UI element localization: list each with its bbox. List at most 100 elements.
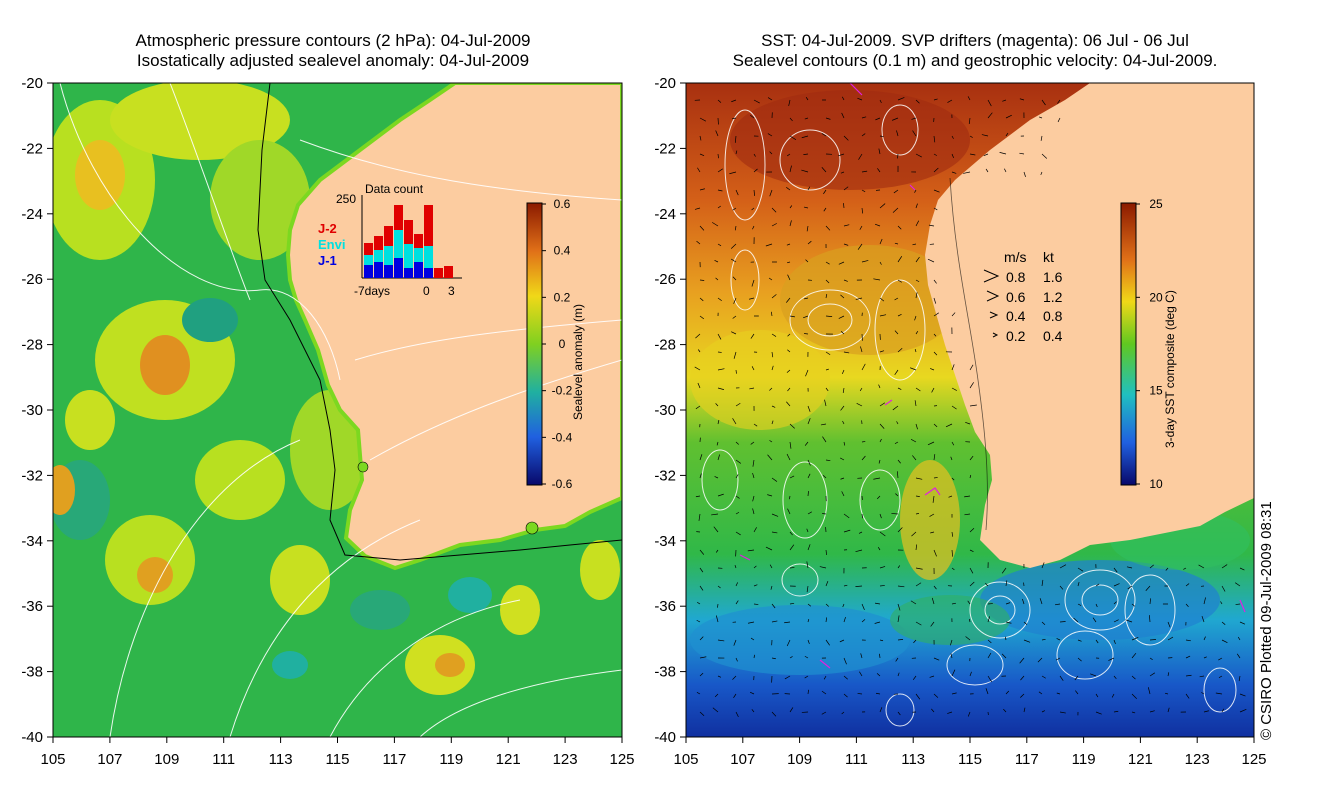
velocity-arrow: [789, 707, 794, 713]
velocity-arrow: [734, 564, 737, 569]
velocity-arrow: [1164, 692, 1169, 695]
velocity-arrow: [695, 333, 701, 339]
velocity-arrow: [752, 459, 755, 467]
velocity-arrow: [717, 368, 725, 371]
y-tick-label: -28: [654, 337, 676, 354]
velocity-arrow: [987, 99, 992, 107]
velocity-arrow: [801, 169, 809, 173]
velocity-arrow: [825, 279, 830, 284]
velocity-arrow: [1023, 707, 1026, 713]
velocity-arrow: [915, 477, 923, 480]
velocity-arrow: [822, 474, 827, 479]
velocity-arrow: [698, 513, 701, 521]
velocity-arrow: [821, 690, 827, 695]
colorbar-tick-label: 0.2: [554, 290, 571, 304]
velocity-arrow: [947, 99, 953, 103]
velocity-arrow: [1239, 693, 1246, 697]
velocity-arrow: [915, 203, 918, 209]
velocity-arrow: [861, 133, 866, 137]
velocity-arrow: [717, 153, 719, 159]
velocity-arrow: [1131, 675, 1136, 680]
velocity-arrow: [877, 547, 881, 551]
velocity-arrow: [1041, 710, 1046, 713]
velocity-arrow: [967, 96, 971, 101]
velocity-arrow: [789, 423, 795, 429]
velocity-arrow: [933, 585, 937, 590]
velocity-arrow: [1040, 171, 1043, 175]
velocity-arrow: [1095, 583, 1100, 587]
velocity-arrow: [731, 99, 737, 103]
velocity-arrow: [879, 639, 884, 642]
x-tick-label: 105: [40, 751, 65, 768]
right-panel-title: SST: 04-Jul-2009. SVP drifters (magenta)…: [630, 31, 1320, 71]
velocity-arrow: [861, 207, 864, 214]
velocity-arrow: [1005, 114, 1012, 119]
velocity-arrow: [893, 189, 899, 194]
inset-ymax-label: 250: [336, 192, 356, 206]
velocity-arrow: [951, 364, 955, 371]
velocity-arrow: [1113, 675, 1117, 680]
velocity-arrow: [752, 472, 755, 479]
velocity-arrow: [1038, 116, 1043, 119]
velocity-arrow: [915, 544, 918, 551]
velocity-arrow: [1059, 675, 1064, 681]
velocity-arrow: [894, 369, 899, 376]
velocity-arrow: [804, 655, 809, 659]
colorbar-tick-label: 0: [559, 337, 566, 351]
velocity-arrow: [699, 656, 707, 659]
velocity-arrow: [807, 639, 810, 644]
velocity-arrow: [715, 549, 719, 553]
velocity-arrow: [769, 189, 773, 197]
velocity-arrow: [806, 528, 809, 533]
sla-colorbar: 0.6 0.4 0.2 0 -0.2 -0.4 -0.6 Sealevel anomaly …: [526, 197, 585, 491]
velocity-arrow: [767, 97, 773, 101]
velocity-arrow: [951, 669, 956, 677]
velocity-arrow: [915, 256, 920, 263]
velocity-arrow: [786, 401, 791, 407]
y-tick-label: -20: [654, 75, 676, 92]
velocity-arrow: [1149, 710, 1155, 713]
velocity-arrow: [697, 349, 701, 353]
velocity-arrow: [855, 297, 863, 300]
velocity-arrow: [969, 455, 974, 461]
velocity-arrow: [876, 495, 881, 500]
velocity-arrow: [752, 495, 755, 502]
velocity-arrow: [712, 707, 719, 713]
velocity-arrow: [861, 363, 866, 371]
velocity-arrow: [1185, 583, 1190, 587]
velocity-arrow: [696, 240, 701, 245]
velocity-arrow: [1167, 672, 1170, 677]
velocity-arrow: [805, 97, 809, 101]
velocity-arrow: [1131, 636, 1139, 641]
velocity-arrow: [696, 619, 701, 623]
velocity-arrow: [825, 368, 829, 371]
velocity-arrow: [824, 399, 827, 407]
velocity-arrow: [717, 387, 725, 390]
velocity-arrow: [913, 639, 917, 644]
velocity-arrow: [1054, 603, 1061, 606]
velocity-arrow: [1235, 603, 1241, 605]
right-y-axis: -20 -22 -24 -26 -28 -30 -32 -34 -36 -38 -40: [654, 75, 686, 746]
velocity-arrow: [699, 585, 704, 591]
y-tick-label: -24: [654, 206, 676, 223]
x-tick-label: 109: [154, 751, 179, 768]
velocity-arrow: [806, 561, 809, 569]
y-tick-label: -30: [654, 402, 676, 419]
velocity-legend-kt-0: 1.6: [1043, 269, 1063, 285]
x-tick-label: 115: [326, 751, 350, 768]
velocity-arrow: [733, 639, 737, 646]
velocity-arrow: [769, 564, 773, 569]
velocity-arrow: [734, 225, 737, 231]
velocity-arrow: [789, 441, 792, 449]
velocity-arrow: [915, 582, 922, 587]
y-tick-label: -38: [21, 664, 43, 681]
velocity-arrow: [825, 603, 830, 607]
velocity-arrow: [771, 333, 777, 337]
velocity-arrow: [789, 475, 795, 479]
velocity-arrow: [1090, 673, 1097, 677]
legend-envi: Envi: [318, 237, 345, 252]
velocity-arrow: [1167, 621, 1171, 628]
velocity-arrow: [969, 153, 976, 156]
velocity-arrow: [1057, 99, 1061, 104]
